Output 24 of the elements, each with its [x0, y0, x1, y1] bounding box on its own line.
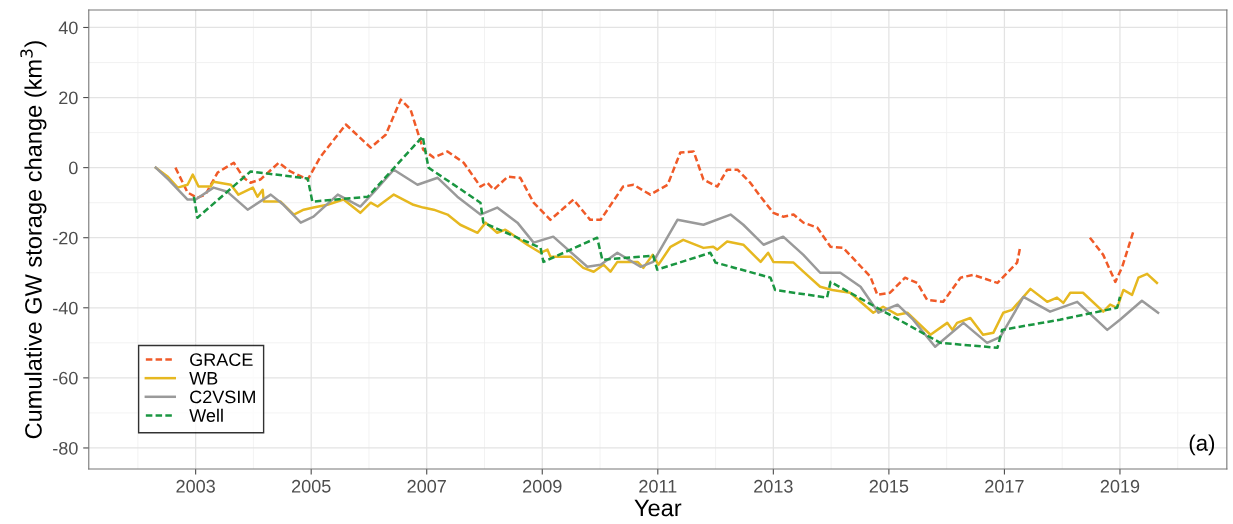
y-tick-label: -80	[53, 441, 78, 455]
x-tick-label: 2017	[985, 479, 1024, 493]
y-tick-label: 40	[58, 21, 78, 35]
x-tick-label: 2009	[523, 479, 562, 493]
y-tick-label: -40	[53, 301, 78, 315]
legend-label: WB	[189, 372, 218, 385]
x-tick-label: 2011	[639, 479, 677, 493]
y-axis-title: Cumulative GW storage change (km$^{3}$)	[20, 41, 47, 439]
legend-label: GRACE	[190, 353, 253, 367]
x-tick-label: 2019	[1100, 479, 1140, 493]
x-tick-label: 2007	[407, 479, 446, 493]
legend-label: Well	[189, 408, 223, 422]
x-tick-label: 2013	[754, 479, 793, 493]
x-tick-label: 2015	[869, 479, 909, 493]
y-tick-label: 20	[59, 91, 78, 105]
legend-label: C2VSIM	[190, 390, 255, 404]
x-tick-label: 2003	[176, 479, 215, 493]
annotation: (a)	[1189, 434, 1215, 456]
line-series	[192, 135, 1122, 349]
y-tick-label: -60	[53, 371, 78, 385]
y-tick-label: -20	[53, 231, 78, 245]
x-tick-label: 2005	[292, 479, 331, 493]
x-axis-title: Year	[634, 499, 682, 517]
y-tick-label: 0	[69, 161, 78, 175]
